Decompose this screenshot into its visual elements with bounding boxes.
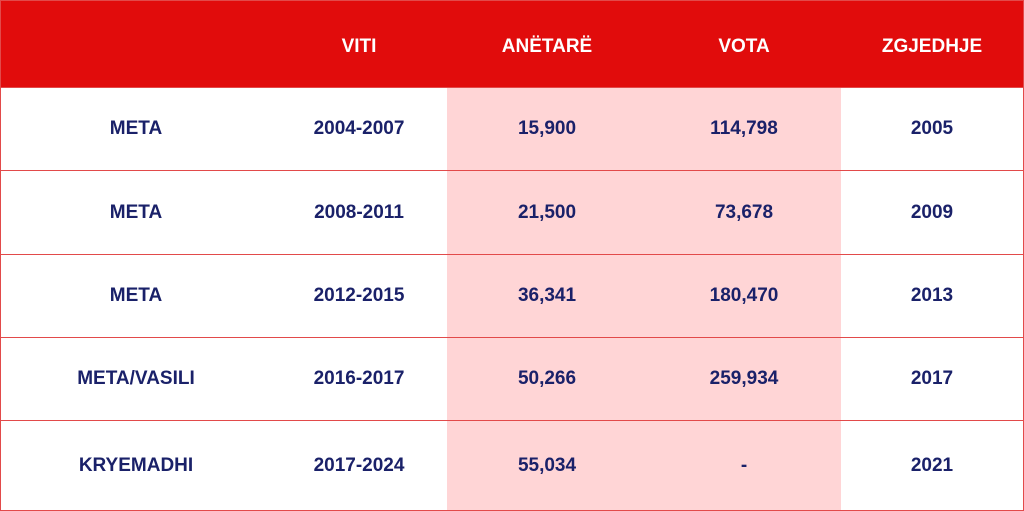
table-cell-vota: 180,470	[709, 285, 779, 306]
table-header: VITI ANËTARË VOTA ZGJEDHJE	[1, 1, 1023, 87]
table-cell-leader: META	[109, 201, 163, 223]
table-cell-leader: META	[109, 118, 163, 139]
header-cell-vota: VOTA	[718, 36, 770, 57]
table-row: META 2012-2015 36,341 180,470 2013	[1, 254, 1023, 337]
highlighted-columns-shade	[447, 87, 841, 510]
table-cell-anetare: 50,266	[517, 368, 577, 389]
table-cell-anetare: 55,034	[517, 454, 577, 476]
table-row: META/VASILI 2016-2017 50,266 259,934 201…	[1, 337, 1023, 420]
table-cell-leader: META	[109, 285, 163, 306]
table-row: META 2004-2007 15,900 114,798 2005	[1, 87, 1023, 170]
table-row: META 2008-2011 21,500 73,678 2009	[1, 170, 1023, 254]
header-cell-viti: VITI	[341, 36, 377, 57]
table-cell-zgjedhje: 2017	[910, 368, 954, 389]
header-cell-anetare: ANËTARË	[501, 36, 593, 57]
table-cell-anetare: 15,900	[517, 118, 577, 139]
table-cell-zgjedhje: 2021	[910, 454, 954, 476]
table-cell-zgjedhje: 2005	[910, 118, 954, 139]
table-cell-viti: 2004-2007	[313, 118, 405, 139]
table-cell-zgjedhje: 2009	[910, 201, 954, 223]
table-cell-viti: 2017-2024	[313, 454, 405, 476]
table-cell-viti: 2008-2011	[314, 201, 404, 223]
table-cell-viti: 2016-2017	[313, 368, 405, 389]
table-cell-leader: KRYEMADHI	[78, 454, 194, 476]
table-cell-zgjedhje: 2013	[910, 285, 954, 306]
table-cell-vota: 114,798	[710, 118, 778, 139]
table-cell-vota: 73,678	[714, 201, 774, 223]
table-cell-viti: 2012-2015	[313, 285, 405, 306]
table-cell-anetare: 36,341	[517, 285, 577, 306]
table-cell-vota: 259,934	[709, 368, 779, 389]
table-cell-leader: META/VASILI	[77, 368, 195, 389]
table-row: KRYEMADHI 2017-2024 55,034 - 2021	[1, 420, 1023, 510]
table-cell-vota: -	[740, 454, 748, 476]
table-cell-anetare: 21,500	[517, 201, 577, 223]
header-cell-blank	[1, 1, 271, 87]
header-cell-zgjedhje: ZGJEDHJE	[881, 36, 983, 57]
